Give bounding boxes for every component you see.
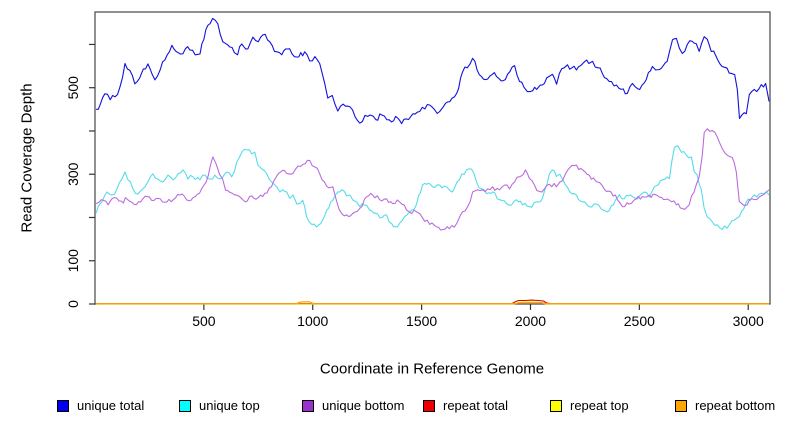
y-axis-tick-label: 300 <box>65 162 81 186</box>
x-axis-tick-label: 500 <box>192 313 216 329</box>
y-axis-tick-label: 0 <box>65 300 81 308</box>
legend-label: unique total <box>77 398 145 413</box>
legend-swatch-icon <box>302 400 314 412</box>
x-axis-tick-label: 2000 <box>515 313 546 329</box>
legend-swatch-icon <box>179 400 191 412</box>
legend-label: repeat top <box>570 398 629 413</box>
y-axis-tick-label: 500 <box>65 76 81 100</box>
y-axis-tick-label: 100 <box>65 249 81 273</box>
x-axis-tick-label: 3000 <box>733 313 764 329</box>
legend-label: repeat total <box>443 398 509 413</box>
series-line-unique-top <box>95 145 770 231</box>
legend-label: unique top <box>199 398 260 413</box>
legend-swatch-icon <box>57 400 69 412</box>
x-axis-tick-label: 1000 <box>297 313 328 329</box>
series-line-repeat-bottom <box>96 301 770 305</box>
legend-label: unique bottom <box>322 398 405 413</box>
x-axis-tick-label: 1500 <box>406 313 437 329</box>
legend-swatch-icon <box>423 400 435 412</box>
y-axis-title: Read Coverage Depth <box>18 83 36 233</box>
x-axis-title: Coordinate in Reference Genome <box>319 360 545 378</box>
legend-label: repeat bottom <box>695 398 776 413</box>
series-line-unique-total <box>96 17 770 125</box>
series-line-unique-bottom <box>95 128 770 231</box>
x-axis-tick-label: 2500 <box>624 313 655 329</box>
legend-swatch-icon <box>675 400 687 412</box>
legend-swatch-icon <box>550 400 562 412</box>
legend: unique total unique top unique bottom repea… <box>0 399 792 419</box>
